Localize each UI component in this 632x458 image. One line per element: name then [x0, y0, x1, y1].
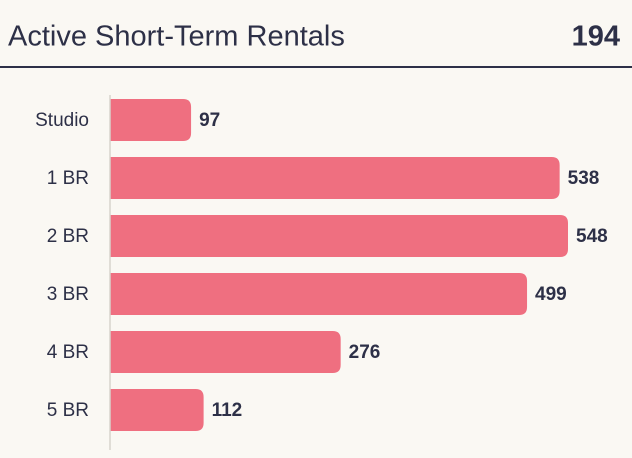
bar	[110, 331, 341, 373]
bar	[110, 389, 204, 431]
value-label: 538	[568, 168, 600, 189]
value-label: 548	[576, 226, 608, 247]
value-label: 112	[212, 400, 243, 421]
chart-title: Active Short-Term Rentals	[8, 21, 345, 53]
total-count: 194	[572, 21, 620, 53]
category-label: 4 BR	[47, 342, 89, 363]
bar	[110, 273, 528, 315]
category-label: 2 BR	[47, 226, 89, 247]
category-label: 5 BR	[47, 400, 89, 421]
category-label: 1 BR	[47, 168, 89, 189]
bar	[110, 99, 192, 141]
category-label: 3 BR	[47, 284, 89, 305]
category-label: Studio	[35, 110, 89, 131]
value-label: 97	[199, 110, 220, 131]
value-label: 499	[535, 284, 567, 305]
value-label: 276	[349, 342, 381, 363]
bar	[110, 157, 560, 199]
bar	[110, 215, 568, 257]
